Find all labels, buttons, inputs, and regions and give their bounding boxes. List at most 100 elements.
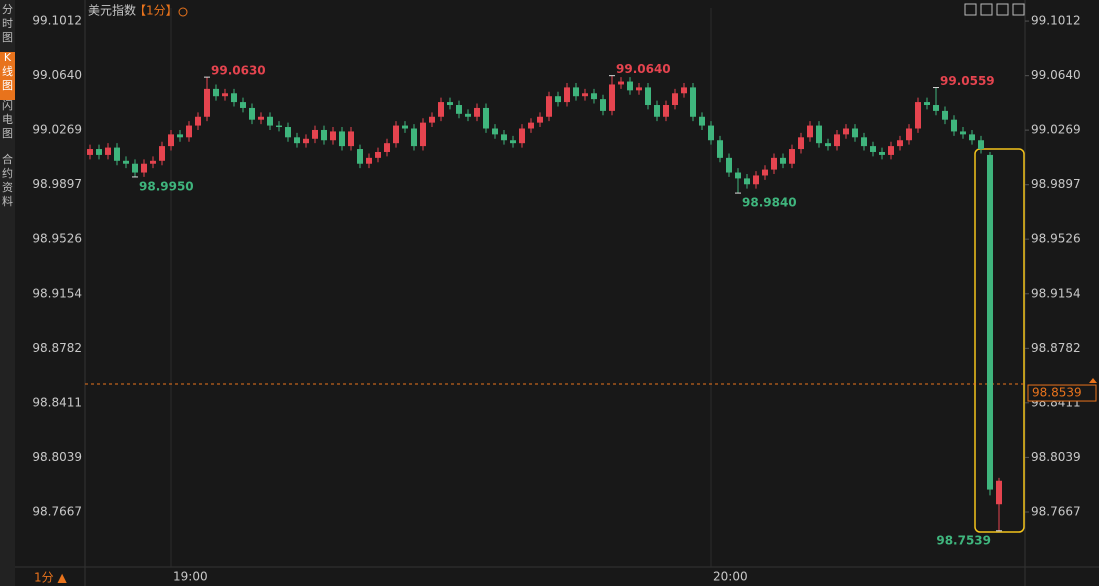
candle-body [150, 160, 156, 164]
candle-body [933, 105, 939, 111]
candle-body [717, 140, 723, 158]
candle-body [879, 151, 885, 155]
y-tick-label-right: 98.9897 [1031, 177, 1081, 191]
candle-body [609, 84, 615, 111]
candle-body [870, 146, 876, 152]
side-tab[interactable]: 合约资料 [2, 152, 13, 208]
extreme-label: 99.0630 [211, 64, 266, 78]
y-tick-label-right: 99.0640 [1031, 68, 1081, 82]
candle-body [690, 87, 696, 117]
side-tab[interactable]: 分时图 [2, 3, 13, 44]
side-tab[interactable]: 闪电图 [2, 98, 13, 140]
candle-body [924, 102, 930, 106]
y-tick-label: 98.9897 [32, 177, 82, 191]
x-tick-label: 20:00 [713, 570, 748, 584]
candle-body [177, 134, 183, 138]
candle-body [897, 140, 903, 147]
side-tab-char: 图 [2, 79, 13, 92]
candle-body [186, 125, 192, 138]
candle-body [780, 157, 786, 164]
candle-body [276, 125, 282, 128]
candle-body [483, 107, 489, 129]
candle-body [636, 87, 642, 91]
candle-body [591, 93, 597, 100]
y-tick-label: 98.9526 [32, 232, 82, 246]
candle-body [987, 154, 993, 490]
candle-body [303, 138, 309, 144]
candle-body [816, 125, 822, 144]
candle-body [753, 175, 759, 185]
candle-body [240, 102, 246, 108]
y-tick-label: 98.8782 [32, 341, 82, 355]
candle-body [708, 125, 714, 141]
candle-body [357, 149, 363, 164]
candle-body [996, 480, 1002, 505]
side-tab-char: 时 [2, 17, 13, 30]
candle-body [663, 105, 669, 117]
candle-body [798, 137, 804, 150]
side-tab-char: 合 [2, 152, 13, 166]
candle-body [159, 146, 165, 161]
candle-body [582, 93, 588, 97]
candle-body [861, 137, 867, 147]
y-tick-label: 98.9154 [32, 286, 82, 300]
candle-body [681, 87, 687, 94]
candle-body [168, 134, 174, 147]
y-tick-label: 99.0640 [32, 68, 82, 82]
candle-body [492, 128, 498, 135]
candle-body [564, 87, 570, 103]
y-tick-label-right: 98.8782 [1031, 341, 1081, 355]
extreme-label: 99.0640 [616, 62, 671, 76]
tool-button[interactable] [1012, 3, 1025, 16]
side-tab-char: K [4, 51, 12, 64]
y-tick-label-right: 98.9526 [1031, 232, 1081, 246]
candle-body [654, 105, 660, 117]
candle-body [771, 157, 777, 170]
tool-button[interactable] [964, 3, 977, 16]
candle-body [573, 87, 579, 97]
y-tick-label: 98.8039 [32, 450, 82, 464]
side-tab-char: 线 [2, 64, 13, 78]
candle-body [123, 160, 129, 164]
tool-button[interactable] [980, 3, 993, 16]
candle-body [546, 96, 552, 117]
candle-body [501, 134, 507, 141]
candle-body [825, 143, 831, 147]
candle-body [627, 81, 633, 91]
candle-body [519, 128, 525, 144]
period-label[interactable]: 【1分】 [134, 4, 178, 18]
y-tick-label: 98.8411 [32, 395, 82, 409]
highlight-box [974, 148, 1025, 533]
tool-button[interactable] [996, 3, 1009, 16]
side-tab-char: 料 [2, 194, 13, 208]
candle-body [906, 128, 912, 141]
period-switch[interactable]: 1分 ▲ [34, 571, 67, 585]
candle-body [645, 87, 651, 106]
candle-body [726, 157, 732, 173]
y-tick-label-right: 98.7667 [1031, 505, 1081, 519]
candle-body [339, 131, 345, 147]
candle-body [213, 88, 219, 97]
candle-body [528, 122, 534, 129]
candle-body [384, 143, 390, 152]
candle-body [537, 116, 543, 123]
candle-body [915, 102, 921, 129]
side-tab-char: 闪 [2, 98, 13, 112]
side-tab-char: 电 [2, 113, 13, 126]
candle-body [960, 131, 966, 135]
candle-body [204, 88, 210, 117]
add-icon[interactable] [178, 7, 188, 17]
extreme-label: 98.9950 [139, 179, 194, 193]
candle-body [969, 134, 975, 141]
candle-body [510, 140, 516, 144]
last-price-label: 98.8539 [1032, 386, 1082, 400]
side-tab[interactable]: K 线图 [2, 51, 13, 92]
last-price-arrow [1089, 378, 1097, 384]
toolbar [964, 3, 1025, 16]
extreme-label: 98.9840 [742, 196, 797, 210]
candle-body [789, 149, 795, 164]
candle-body [762, 169, 768, 176]
side-tab-char: 图 [2, 127, 13, 140]
y-tick-label: 98.7667 [32, 505, 82, 519]
